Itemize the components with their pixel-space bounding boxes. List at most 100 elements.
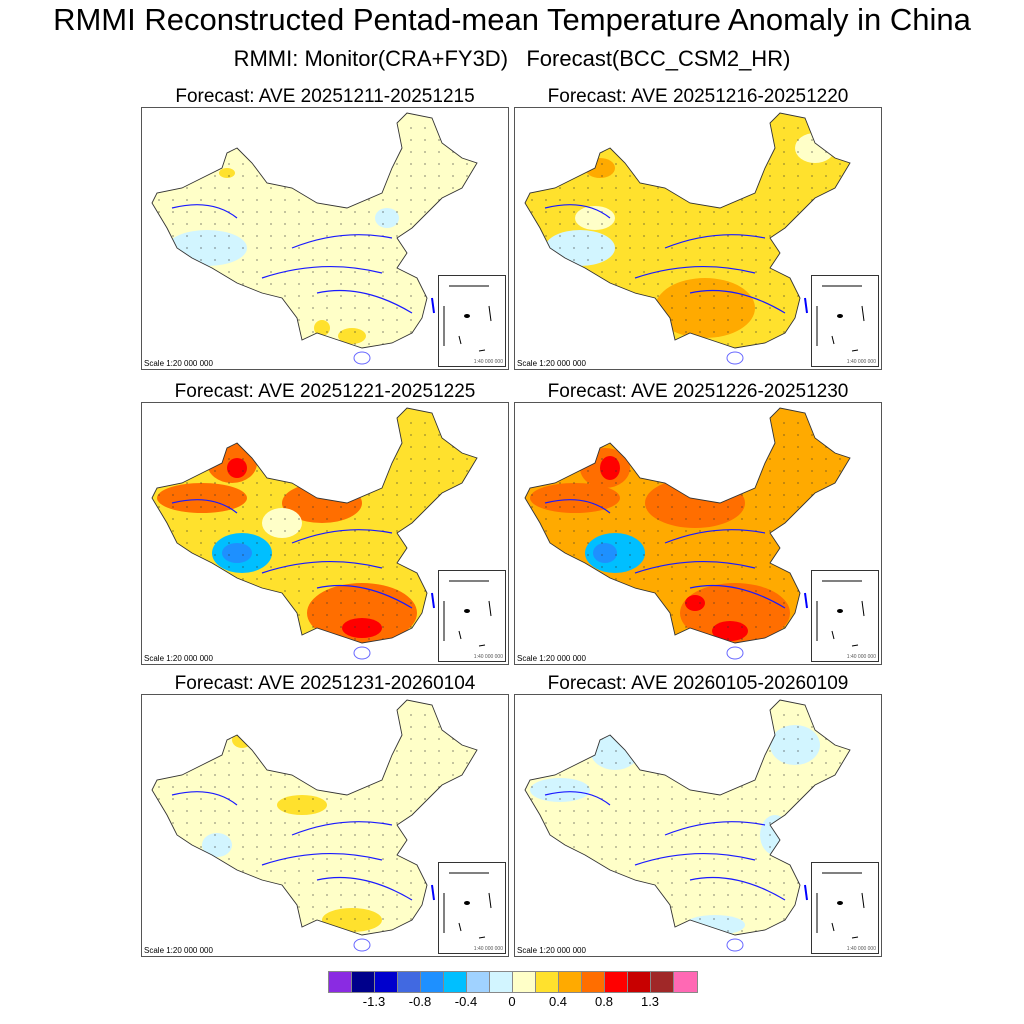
china-border	[151, 112, 478, 349]
colorbar-box	[467, 972, 490, 992]
colorbar-box	[398, 972, 421, 992]
colorbar-box	[674, 972, 697, 992]
south-china-sea-inset: 1:40 000 000	[811, 862, 879, 954]
anomaly-region	[307, 583, 417, 643]
anomaly-region	[680, 583, 790, 643]
rivers	[171, 204, 413, 314]
anomaly-region	[645, 478, 745, 528]
anomaly-region	[322, 908, 382, 932]
map-panel: Scale 1:20 000 000 1:40 000 000	[514, 107, 882, 370]
colorbar-box	[651, 972, 674, 992]
anomaly-region	[770, 725, 820, 765]
inset-scale-label: 1:40 000 000	[846, 359, 876, 365]
anomaly-region	[375, 208, 399, 228]
hainan-island	[726, 938, 744, 952]
south-china-sea-inset: 1:40 000 000	[811, 275, 879, 367]
taiwan-island	[804, 592, 808, 609]
china-border	[524, 699, 851, 936]
inset-scale-label: 1:40 000 000	[473, 946, 503, 952]
anomaly-region	[338, 328, 366, 344]
anomaly-region	[760, 815, 790, 855]
colorbar-label: 0.4	[548, 994, 568, 1009]
colorbar-box	[490, 972, 513, 992]
taiwan-island	[431, 884, 435, 901]
china-border	[524, 407, 851, 644]
anomaly-region	[685, 595, 705, 611]
anomaly-region	[575, 206, 615, 230]
colorbar-label: -0.8	[408, 994, 432, 1009]
anomaly-region	[655, 278, 755, 338]
map-panel: Scale 1:20 000 000 1:40 000 000	[141, 694, 509, 957]
colorbar-box	[628, 972, 651, 992]
colorbar-box	[421, 972, 444, 992]
china-map	[151, 407, 478, 660]
hainan-island	[353, 351, 371, 365]
scale-label: Scale 1:20 000 000	[517, 946, 586, 955]
taiwan-island	[431, 592, 435, 609]
scale-label: Scale 1:20 000 000	[517, 654, 586, 663]
map-panel: Scale 1:20 000 000 1:40 000 000	[514, 402, 882, 665]
inset-scale-label: 1:40 000 000	[846, 654, 876, 660]
anomaly-region	[585, 158, 615, 178]
figure-subtitle: RMMI: Monitor(CRA+FY3D) Forecast(BCC_CSM…	[233, 46, 791, 71]
anomaly-region	[593, 543, 617, 563]
taiwan-island	[804, 884, 808, 901]
anomaly-region	[272, 722, 292, 738]
map-panel: Scale 1:20 000 000 1:40 000 000	[514, 694, 882, 957]
anomaly-region	[314, 320, 330, 336]
colorbar-label: 0.8	[594, 994, 614, 1009]
colorbar-box	[582, 972, 605, 992]
south-china-sea-inset: 1:40 000 000	[811, 570, 879, 662]
rivers	[544, 204, 786, 314]
taiwan-island	[431, 297, 435, 314]
anomaly-region	[219, 168, 235, 178]
south-china-sea-inset: 1:40 000 000	[438, 570, 506, 662]
colorbar-box	[536, 972, 559, 992]
hainan-island	[726, 351, 744, 365]
anomaly-region	[590, 730, 640, 770]
panel-title: Forecast: AVE 20251216-20251220	[547, 86, 849, 107]
anomaly-region	[530, 778, 590, 802]
panel-title: Forecast: AVE 20251211-20251215	[175, 86, 475, 107]
anomaly-region	[167, 230, 247, 266]
inset-scale-label: 1:40 000 000	[473, 359, 503, 365]
anomaly-region	[600, 456, 620, 480]
china-border	[151, 407, 478, 644]
colorbar-label: 1.3	[640, 994, 660, 1009]
anomaly-region	[545, 230, 615, 266]
colorbar-label: -1.3	[362, 994, 386, 1009]
china-map	[524, 699, 851, 952]
anomaly-region	[712, 621, 748, 641]
scale-label: Scale 1:20 000 000	[144, 654, 213, 663]
panel-title: Forecast: AVE 20260105-20260109	[547, 673, 849, 694]
map-panel: Scale 1:20 000 000 1:40 000 000	[141, 107, 509, 370]
colorbar-label: 0	[508, 994, 516, 1009]
rivers	[544, 499, 786, 609]
anomaly-region	[202, 833, 232, 857]
inset-scale-label: 1:40 000 000	[846, 946, 876, 952]
china-map	[151, 112, 478, 365]
panel-title: Forecast: AVE 20251231-20260104	[174, 673, 476, 694]
colorbar-box	[352, 972, 375, 992]
china-border	[151, 699, 478, 936]
panel-title: Forecast: AVE 20251226-20251230	[547, 381, 849, 402]
colorbar-box	[329, 972, 352, 992]
colorbar-box	[444, 972, 467, 992]
south-china-sea-inset: 1:40 000 000	[438, 275, 506, 367]
map-panel: Scale 1:20 000 000 1:40 000 000	[141, 402, 509, 665]
anomaly-region	[530, 483, 620, 513]
anomaly-region	[685, 915, 745, 935]
anomaly-region	[795, 133, 835, 163]
anomaly-region	[157, 483, 247, 513]
hainan-island	[353, 938, 371, 952]
colorbar-box	[375, 972, 398, 992]
colorbar-box	[513, 972, 536, 992]
colorbar	[328, 971, 698, 993]
hainan-island	[353, 646, 371, 660]
south-china-sea-inset: 1:40 000 000	[438, 862, 506, 954]
colorbar-box	[605, 972, 628, 992]
rivers	[544, 791, 786, 901]
colorbar-box	[559, 972, 582, 992]
panel-title: Forecast: AVE 20251221-20251225	[174, 381, 476, 402]
china-map	[524, 407, 851, 660]
